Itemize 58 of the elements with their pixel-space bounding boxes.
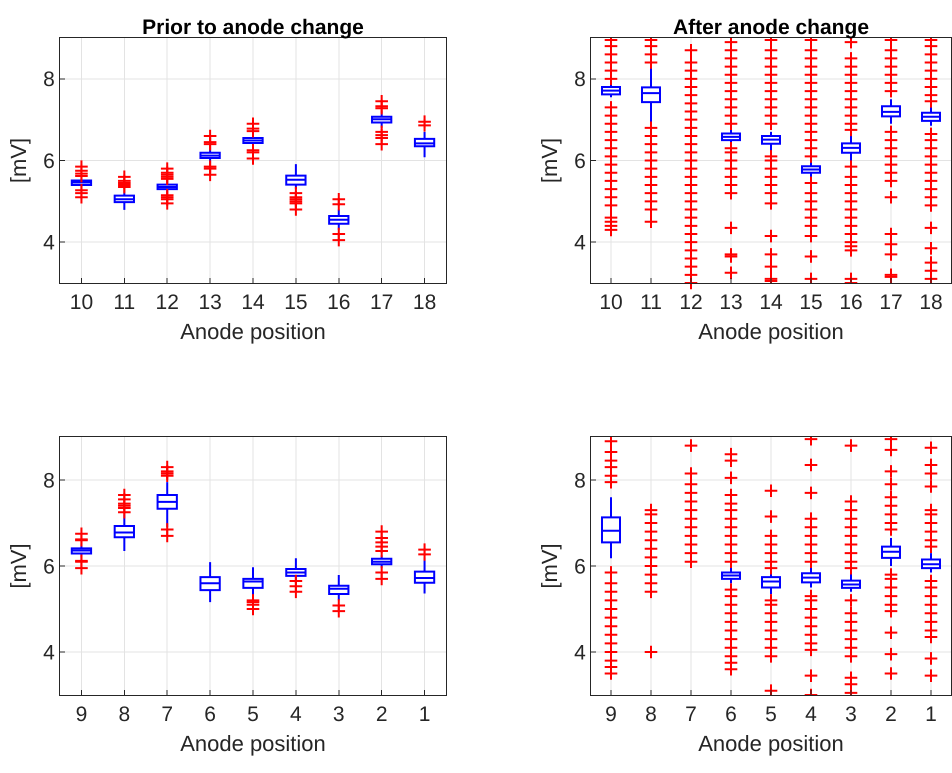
x-tick-label: 7	[685, 703, 697, 726]
y-tick-label: 4	[574, 232, 586, 255]
y-tick-label: 6	[43, 150, 55, 173]
x-tick-label: 16	[327, 291, 350, 314]
x-tick-label: 12	[679, 291, 703, 314]
y-axis-title: [mV]	[6, 138, 31, 184]
x-tick-label: 2	[885, 703, 897, 726]
x-tick-label: 11	[113, 291, 136, 314]
y-tick-label: 6	[574, 150, 586, 173]
x-tick-label: 13	[719, 291, 743, 314]
x-tick-label: 15	[799, 291, 823, 314]
x-tick-label: 13	[198, 291, 222, 314]
y-tick-label: 6	[43, 555, 55, 578]
x-tick-label: 1	[925, 703, 937, 726]
x-tick-label: 6	[725, 703, 737, 726]
x-tick-label: 10	[599, 291, 623, 314]
x-tick-label: 17	[879, 291, 903, 314]
y-tick-label: 8	[574, 68, 586, 92]
x-tick-label: 9	[76, 703, 88, 726]
x-tick-label: 14	[241, 291, 265, 314]
x-tick-label: 8	[645, 703, 657, 726]
x-tick-label: 7	[161, 703, 174, 726]
x-tick-label: 17	[370, 291, 394, 314]
x-tick-label: 15	[284, 291, 308, 314]
x-tick-label: 6	[204, 703, 216, 726]
x-tick-label: 14	[759, 291, 783, 314]
y-tick-label: 8	[43, 68, 55, 92]
y-tick-label: 4	[574, 641, 586, 664]
x-tick-label: 9	[605, 703, 617, 726]
y-tick-label: 8	[43, 469, 55, 492]
x-tick-label: 5	[247, 703, 259, 726]
x-axis-title: Anode position	[698, 319, 844, 344]
x-axis-title: Anode position	[698, 731, 844, 756]
x-tick-label: 18	[412, 291, 436, 314]
x-tick-label: 5	[765, 703, 777, 726]
x-tick-label: 4	[805, 703, 818, 726]
chart-title: After anode change	[672, 16, 870, 39]
y-axis-title: [mV]	[536, 138, 562, 184]
x-tick-label: 10	[70, 291, 94, 314]
x-tick-label: 2	[376, 703, 388, 726]
x-axis-title: Anode position	[180, 319, 326, 344]
x-tick-label: 11	[640, 291, 662, 314]
x-tick-label: 4	[290, 703, 302, 726]
y-tick-label: 6	[574, 555, 586, 578]
x-tick-label: 18	[919, 291, 943, 314]
y-tick-label: 8	[574, 469, 586, 492]
y-tick-label: 4	[43, 641, 56, 664]
x-tick-label: 3	[845, 703, 857, 726]
x-axis-title: Anode position	[180, 731, 326, 756]
x-tick-label: 3	[332, 703, 345, 726]
x-tick-label: 12	[156, 291, 179, 314]
x-tick-label: 1	[418, 703, 430, 726]
y-axis-title: [mV]	[536, 543, 562, 589]
x-tick-label: 8	[118, 703, 130, 726]
x-tick-label: 16	[839, 291, 863, 314]
y-axis-title: [mV]	[6, 543, 31, 589]
chart-title: Prior to anode change	[142, 16, 364, 39]
y-tick-label: 4	[43, 232, 56, 255]
